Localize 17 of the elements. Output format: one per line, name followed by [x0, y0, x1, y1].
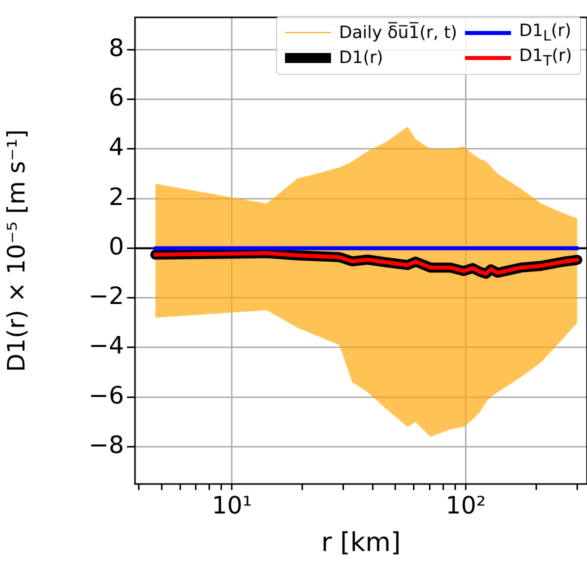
- legend-label: D1$_{T}$(r): [519, 46, 572, 70]
- y-axis-title: D1(r) × 10⁻⁵ [m s⁻¹]: [2, 129, 31, 372]
- y-tick-label: −8: [88, 431, 124, 460]
- y-tick-label: 8: [108, 34, 124, 62]
- y-tick-label: 2: [108, 182, 124, 211]
- y-tick-label: 4: [108, 133, 124, 162]
- legend-label: D1$_{L}$(r): [519, 21, 572, 44]
- x-axis-title: r [km]: [321, 528, 401, 558]
- y-tick-label: −2: [88, 282, 124, 310]
- y-tick-label: 0: [108, 232, 124, 260]
- legend-label: Daily δ̅u̅1̅(r, t): [339, 22, 458, 43]
- legend-label: D1(r): [339, 48, 384, 68]
- y-tick-label: −6: [88, 381, 124, 410]
- y-tick-label: 6: [108, 84, 124, 112]
- x-tick-label: 10¹: [212, 492, 252, 520]
- y-tick-label: −4: [88, 332, 124, 360]
- x-tick-label: 10²: [446, 492, 486, 520]
